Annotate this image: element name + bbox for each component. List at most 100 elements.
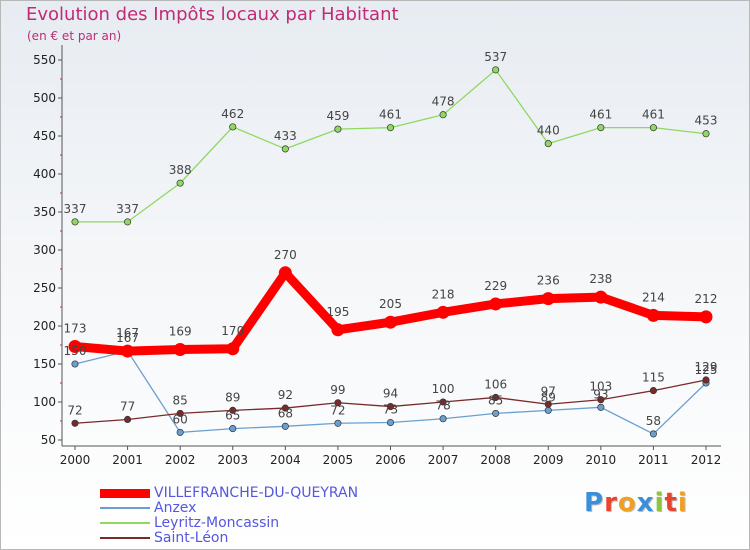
series-villefranche-du-queyran: [68, 266, 713, 358]
y-tick-label: 500: [33, 91, 56, 105]
y-tick-label: 350: [33, 205, 56, 219]
data-label: 129: [695, 360, 718, 374]
data-label: 461: [589, 108, 612, 122]
y-tick-label: 50: [41, 433, 56, 447]
data-point: [489, 297, 503, 311]
logo-letter: r: [604, 488, 618, 518]
data-label: 97: [541, 384, 556, 398]
data-label: 65: [225, 409, 240, 423]
data-label: 99: [330, 383, 345, 397]
data-label: 58: [646, 414, 661, 428]
data-label: 461: [642, 108, 665, 122]
data-label: 270: [274, 248, 297, 262]
data-label: 461: [379, 108, 402, 122]
legend-label: VILLEFRANCHE-DU-QUEYRAN: [154, 485, 359, 501]
x-tick-label: 2012: [691, 453, 722, 467]
data-label: 388: [169, 163, 192, 177]
legend-swatch: [100, 489, 150, 498]
data-label: 89: [541, 390, 556, 404]
data-label: 85: [173, 393, 188, 407]
data-label: 167: [116, 331, 139, 345]
logo-letter: x: [636, 488, 655, 518]
data-point: [71, 360, 79, 368]
data-point: [544, 400, 552, 408]
y-tick-label: 450: [33, 129, 56, 143]
data-label: 218: [432, 287, 455, 301]
data-point: [594, 290, 608, 304]
chart-title: Evolution des Impôts locaux par Habitant: [26, 4, 399, 25]
data-point: [334, 419, 342, 427]
data-point: [71, 218, 79, 226]
series-leyritz-moncassin: [71, 66, 710, 226]
data-label: 205: [379, 297, 402, 311]
legend-label: Leyritz-Moncassin: [154, 515, 280, 531]
data-label: 337: [64, 202, 87, 216]
logo-letter: o: [617, 488, 637, 518]
data-label: 94: [383, 387, 398, 401]
data-label: 73: [383, 403, 398, 417]
logo-letter: i: [654, 488, 665, 518]
data-label: 337: [116, 202, 139, 216]
data-label: 214: [642, 290, 665, 304]
data-point: [646, 308, 660, 322]
data-point: [229, 406, 237, 414]
data-point: [334, 125, 342, 133]
data-point: [439, 111, 447, 119]
logo-letter: P: [584, 488, 605, 518]
data-point: [71, 419, 79, 427]
data-point: [702, 130, 710, 138]
data-label: 68: [278, 406, 293, 420]
data-point: [331, 323, 345, 337]
x-tick-label: 2000: [60, 453, 91, 467]
data-label: 72: [67, 403, 82, 417]
data-label: 195: [326, 305, 349, 319]
data-label: 125: [695, 363, 718, 377]
data-point: [649, 430, 657, 438]
data-point: [544, 140, 552, 148]
logo-letter: t: [664, 488, 678, 518]
data-label: 212: [695, 292, 718, 306]
x-tick-label: 2005: [323, 453, 354, 467]
data-point: [492, 409, 500, 417]
data-point: [281, 404, 289, 412]
data-label: 92: [278, 388, 293, 402]
data-label: 100: [432, 382, 455, 396]
data-point: [384, 315, 397, 329]
data-label: 229: [484, 279, 507, 293]
legend-swatch: [100, 537, 150, 539]
data-label: 236: [537, 274, 560, 288]
x-tick-label: 2008: [480, 453, 511, 467]
data-point: [334, 399, 342, 407]
data-point: [386, 124, 395, 132]
data-label: 93: [593, 387, 608, 401]
data-point: [597, 396, 605, 404]
data-label: 440: [537, 124, 560, 138]
data-label: 238: [589, 272, 612, 286]
legend-label: Anzex: [154, 500, 197, 516]
data-point: [176, 428, 184, 436]
y-tick-label: 150: [33, 357, 56, 371]
logo-letter: i: [677, 488, 688, 518]
data-label: 537: [484, 50, 507, 64]
data-point: [278, 266, 292, 280]
legend-swatch: [100, 507, 150, 509]
data-point: [229, 123, 237, 131]
data-point: [124, 218, 132, 226]
data-label: 459: [326, 109, 349, 123]
x-tick-label: 2010: [586, 453, 617, 467]
data-label: 103: [589, 380, 612, 394]
chart-subtitle: (en € et par an): [27, 29, 122, 43]
x-tick-label: 2011: [638, 453, 669, 467]
data-point: [699, 310, 713, 324]
legend-label: Saint-Léon: [154, 530, 229, 546]
data-point: [173, 343, 187, 357]
data-point: [226, 342, 240, 356]
data-label: 85: [488, 393, 503, 407]
data-label: 60: [173, 412, 188, 426]
y-tick-label: 100: [33, 395, 56, 409]
y-tick-label: 250: [33, 281, 56, 295]
data-point: [541, 292, 555, 306]
data-point: [439, 398, 447, 406]
